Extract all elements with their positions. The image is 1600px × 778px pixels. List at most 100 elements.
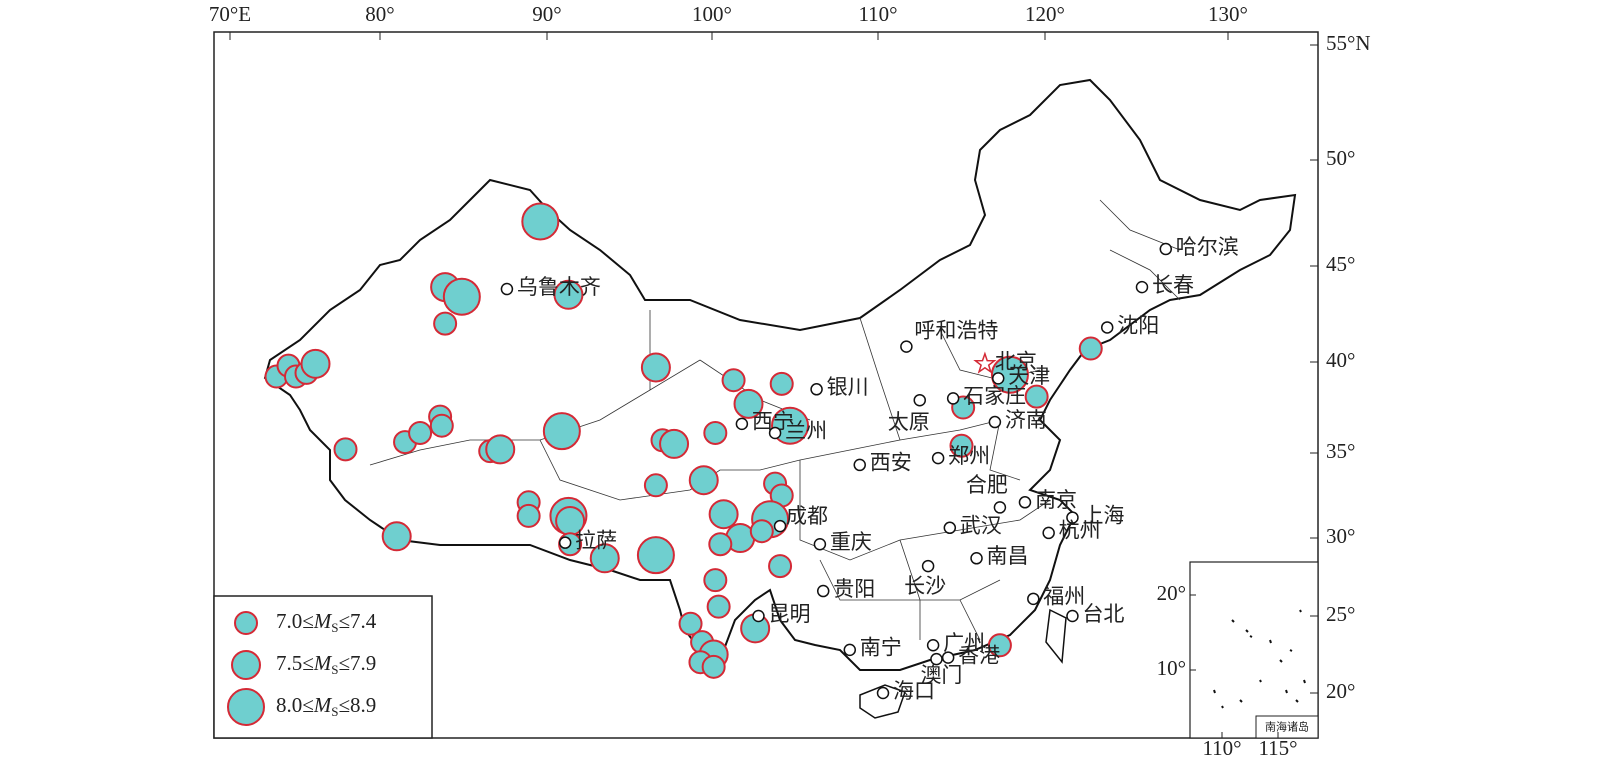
city-label: 呼和浩特 bbox=[914, 318, 998, 342]
city-label: 广州 bbox=[943, 631, 985, 655]
legend-symbol bbox=[227, 688, 265, 726]
earthquake bbox=[433, 311, 458, 336]
lat-tick-label: 20° bbox=[1326, 679, 1355, 703]
earthquake bbox=[442, 277, 481, 316]
city-label: 南京 bbox=[1035, 488, 1077, 512]
city-label: 海口 bbox=[893, 679, 935, 703]
earthquake bbox=[429, 413, 454, 438]
city-dot bbox=[1018, 496, 1032, 509]
city-label: 长春 bbox=[1152, 273, 1194, 297]
lat-tick-label: 35° bbox=[1326, 439, 1355, 463]
lat-tick-label: 25° bbox=[1326, 602, 1355, 626]
city-dot bbox=[946, 392, 960, 405]
lat-tick-label: 30° bbox=[1326, 524, 1355, 548]
earthquake bbox=[721, 368, 746, 393]
earthquake bbox=[949, 433, 974, 458]
city-dot bbox=[500, 282, 514, 296]
lon-tick-label: 70°E bbox=[209, 2, 251, 26]
legend-symbol bbox=[234, 611, 258, 635]
city-dot bbox=[1066, 609, 1079, 623]
city-dot bbox=[876, 686, 890, 700]
earthquake bbox=[987, 633, 1012, 658]
city-label: 郑州 bbox=[948, 444, 990, 468]
lat-tick-label: 55°N bbox=[1326, 31, 1371, 55]
inset-title: 南海诸岛 bbox=[1265, 720, 1309, 734]
hainan bbox=[859, 684, 906, 719]
city-label: 澳门 bbox=[920, 663, 962, 687]
legend-low: 7.5≤ bbox=[276, 651, 314, 675]
earthquake bbox=[589, 543, 620, 574]
city-dot bbox=[991, 372, 1005, 385]
city-dot bbox=[813, 537, 827, 551]
earthquake bbox=[678, 611, 703, 636]
city-label: 济南 bbox=[1005, 408, 1047, 432]
city-label: 拉萨 bbox=[575, 528, 617, 552]
city-label: 南宁 bbox=[860, 636, 902, 660]
earthquake bbox=[708, 499, 739, 530]
city-label: 哈尔滨 bbox=[1176, 235, 1239, 259]
earthquake bbox=[408, 420, 433, 445]
city-dot bbox=[735, 417, 749, 431]
city-label: 重庆 bbox=[830, 530, 872, 554]
lon-tick-label: 130° bbox=[1208, 2, 1248, 26]
earthquake bbox=[733, 388, 764, 419]
legend-symbol bbox=[231, 650, 261, 680]
lat-tick-label: 45° bbox=[1326, 252, 1355, 276]
inset-frame bbox=[1189, 561, 1319, 739]
city-label: 石家庄 bbox=[963, 384, 1026, 408]
earthquake bbox=[636, 536, 675, 575]
city-label: 银川 bbox=[827, 375, 869, 399]
inset-lon-label: 110° bbox=[1202, 736, 1241, 760]
city-label: 成都 bbox=[786, 504, 828, 528]
city-dot bbox=[1159, 242, 1173, 256]
city-label: 贵阳 bbox=[833, 577, 875, 601]
city-label: 香港 bbox=[958, 643, 1000, 667]
city-label: 乌鲁木齐 bbox=[517, 275, 601, 299]
earthquake bbox=[749, 519, 774, 544]
city-dot bbox=[941, 651, 955, 664]
inset-title-box bbox=[1255, 715, 1319, 739]
earthquake bbox=[1078, 336, 1103, 361]
earthquake bbox=[701, 654, 726, 679]
legend-label: 7.5≤MS≤7.9 bbox=[276, 651, 376, 677]
city-dot bbox=[1100, 321, 1114, 334]
legend-high: ≤7.9 bbox=[339, 651, 377, 675]
legend-symbol-text: M bbox=[313, 651, 333, 675]
city-dot bbox=[810, 383, 823, 396]
earthquake bbox=[381, 521, 412, 552]
city-dot bbox=[993, 501, 1007, 514]
city-dot bbox=[988, 415, 1002, 429]
taiwan bbox=[1045, 608, 1067, 664]
city-label: 沈阳 bbox=[1117, 313, 1159, 337]
city-label: 兰州 bbox=[785, 419, 827, 443]
earthquake bbox=[300, 348, 331, 379]
city-dot bbox=[943, 521, 957, 535]
earthquake bbox=[485, 434, 516, 465]
legend-symbol-text: M bbox=[313, 693, 333, 717]
city-label: 昆明 bbox=[768, 602, 810, 626]
city-dot bbox=[931, 451, 945, 465]
earthquake bbox=[516, 503, 541, 528]
lat-tick-label: 40° bbox=[1326, 348, 1355, 372]
earthquake bbox=[542, 412, 581, 451]
legend-symbol-text: M bbox=[313, 609, 333, 633]
city-dot bbox=[1135, 280, 1149, 294]
city-dot bbox=[1066, 511, 1079, 524]
city-dot bbox=[1042, 526, 1055, 540]
earthquake bbox=[643, 473, 668, 498]
city-dot bbox=[913, 393, 926, 407]
city-label: 西安 bbox=[870, 451, 912, 475]
city-dot bbox=[773, 519, 787, 533]
lon-tick-label: 90° bbox=[532, 2, 561, 26]
city-dot bbox=[558, 536, 572, 549]
earthquake bbox=[703, 568, 728, 593]
inset-lat-label: 20° bbox=[1157, 581, 1186, 605]
legend-label: 8.0≤MS≤8.9 bbox=[276, 693, 376, 719]
lon-tick-label: 80° bbox=[365, 2, 394, 26]
city-dot bbox=[853, 458, 866, 472]
legend-low: 8.0≤ bbox=[276, 693, 314, 717]
earthquake bbox=[706, 594, 731, 619]
legend-sub: S bbox=[331, 662, 338, 677]
inset-lat-label: 10° bbox=[1157, 656, 1186, 680]
